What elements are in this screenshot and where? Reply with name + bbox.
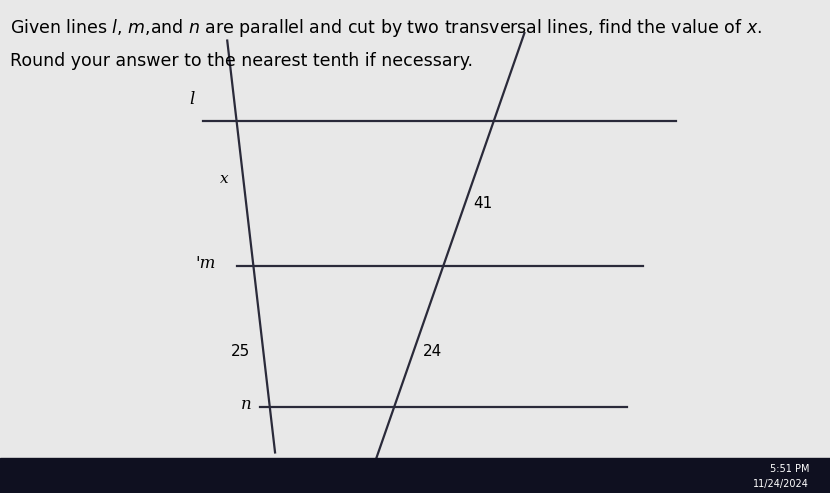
Text: x: x	[220, 172, 228, 186]
Text: 41: 41	[473, 196, 493, 211]
Text: Given lines $l$, $m$,and $n$ are parallel and cut by two transversal lines, find: Given lines $l$, $m$,and $n$ are paralle…	[10, 17, 762, 39]
Text: 11/24/2024: 11/24/2024	[754, 479, 809, 489]
Text: n: n	[241, 396, 251, 413]
Text: 'm: 'm	[195, 255, 216, 272]
Text: l: l	[190, 92, 195, 108]
Text: Round your answer to the nearest tenth if necessary.: Round your answer to the nearest tenth i…	[10, 52, 473, 70]
Text: 25: 25	[232, 344, 251, 359]
Text: 5:51 PM: 5:51 PM	[769, 464, 809, 474]
Text: 24: 24	[422, 344, 442, 359]
